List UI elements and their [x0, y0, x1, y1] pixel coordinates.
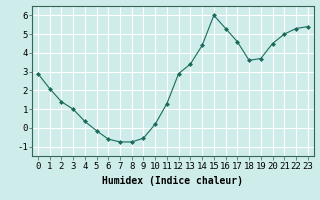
X-axis label: Humidex (Indice chaleur): Humidex (Indice chaleur)	[102, 176, 243, 186]
